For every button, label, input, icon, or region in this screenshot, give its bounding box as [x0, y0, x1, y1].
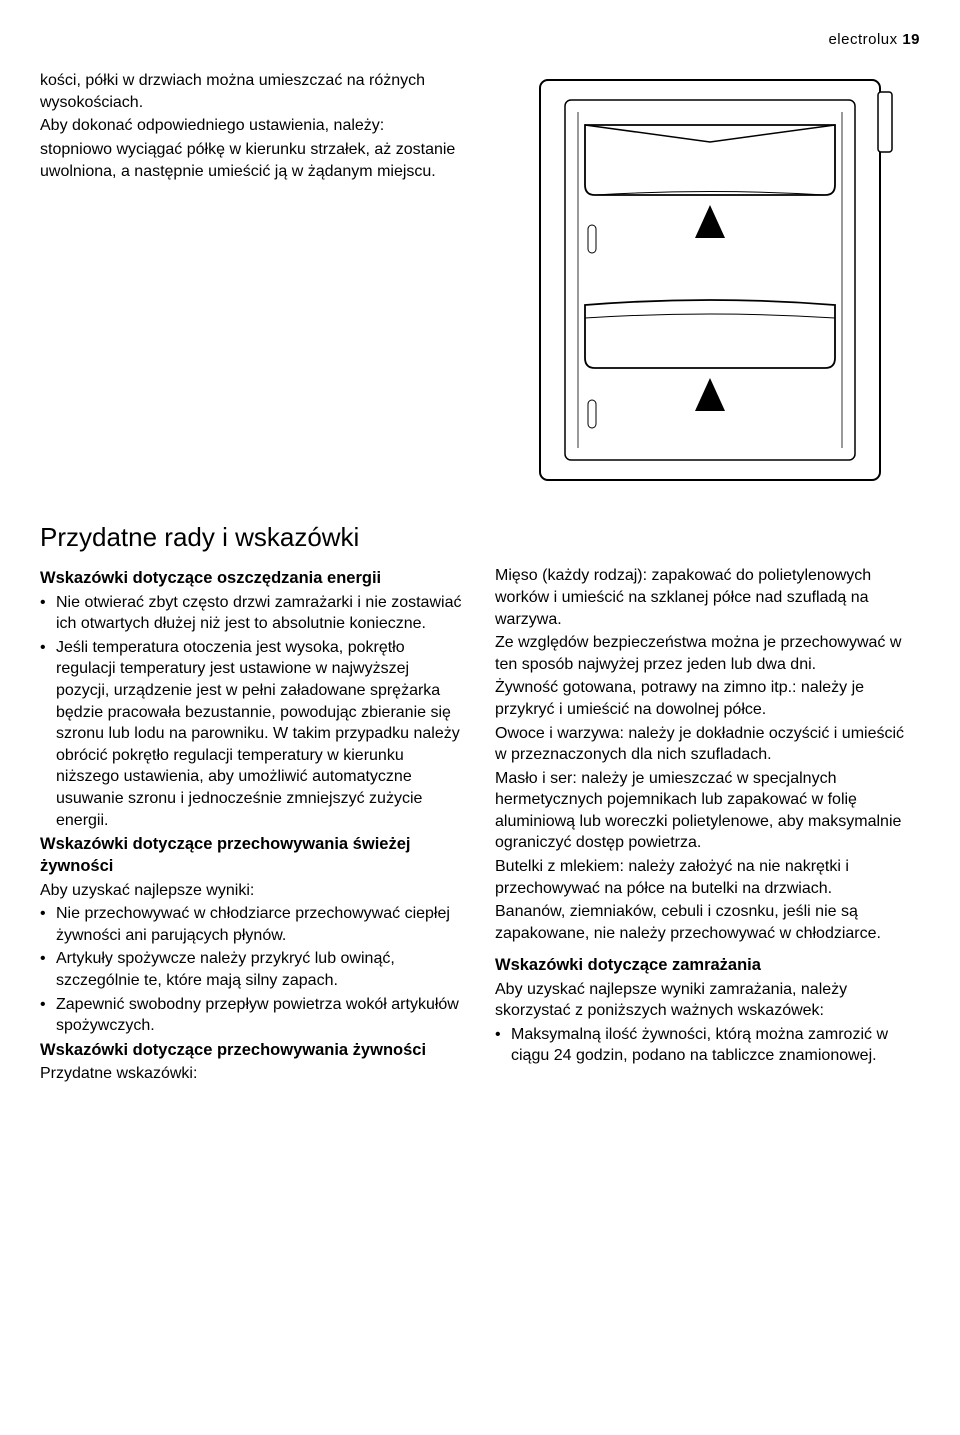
paragraph: Masło i ser: należy je umieszczać w spec…	[495, 768, 920, 854]
paragraph: Aby uzyskać najlepsze wyniki zamrażania,…	[495, 979, 920, 1022]
subheading-fresh: Wskazówki dotyczące przechowywania śwież…	[40, 833, 465, 878]
section-title: Przydatne rady i wskazówki	[40, 520, 920, 555]
list-item: Nie przechowywać w chłodziarce przechowy…	[40, 903, 465, 946]
left-column: Wskazówki dotyczące oszczędzania energii…	[40, 565, 465, 1086]
intro-text: kości, półki w drzwiach można umieszczać…	[40, 70, 470, 490]
paragraph: Mięso (każdy rodzaj): zapakować do polie…	[495, 565, 920, 630]
paragraph: Owoce i warzywa: należy je dokładnie ocz…	[495, 723, 920, 766]
intro-para-1: kości, półki w drzwiach można umieszczać…	[40, 70, 470, 113]
intro-para-3: stopniowo wyciągać półkę w kierunku strz…	[40, 139, 470, 182]
page-header: electrolux 19	[40, 30, 920, 50]
list-item: Artykuły spożywcze należy przykryć lub o…	[40, 948, 465, 991]
top-section: kości, półki w drzwiach można umieszczać…	[40, 70, 920, 490]
subheading-energy: Wskazówki dotyczące oszczędzania energii	[40, 567, 465, 589]
paragraph: Aby uzyskać najlepsze wyniki:	[40, 880, 465, 902]
brand-label: electrolux	[828, 31, 897, 48]
fresh-list: Nie przechowywać w chłodziarce przechowy…	[40, 903, 465, 1037]
paragraph: Bananów, ziemniaków, cebuli i czosnku, j…	[495, 901, 920, 944]
diagram-container	[500, 70, 920, 490]
list-item: Zapewnić swobodny przepływ powietrza wok…	[40, 994, 465, 1037]
fridge-door-diagram-icon	[520, 70, 900, 490]
content-columns: Wskazówki dotyczące oszczędzania energii…	[40, 565, 920, 1086]
paragraph: Butelki z mlekiem: należy założyć na nie…	[495, 856, 920, 899]
subheading-storage: Wskazówki dotyczące przechowywania żywno…	[40, 1039, 465, 1061]
paragraph: Żywność gotowana, potrawy na zimno itp.:…	[495, 677, 920, 720]
subheading-freezing: Wskazówki dotyczące zamrażania	[495, 954, 920, 976]
freezing-list: Maksymalną ilość żywności, którą można z…	[495, 1024, 920, 1067]
paragraph: Przydatne wskazówki:	[40, 1063, 465, 1085]
right-column: Mięso (każdy rodzaj): zapakować do polie…	[495, 565, 920, 1086]
paragraph: Ze względów bezpieczeństwa można je prze…	[495, 632, 920, 675]
page-number: 19	[902, 31, 920, 48]
energy-list: Nie otwierać zbyt często drzwi zamrażark…	[40, 592, 465, 832]
list-item: Nie otwierać zbyt często drzwi zamrażark…	[40, 592, 465, 635]
list-item: Maksymalną ilość żywności, którą można z…	[495, 1024, 920, 1067]
intro-para-2: Aby dokonać odpowiedniego ustawienia, na…	[40, 115, 470, 137]
list-item: Jeśli temperatura otoczenia jest wysoka,…	[40, 637, 465, 831]
